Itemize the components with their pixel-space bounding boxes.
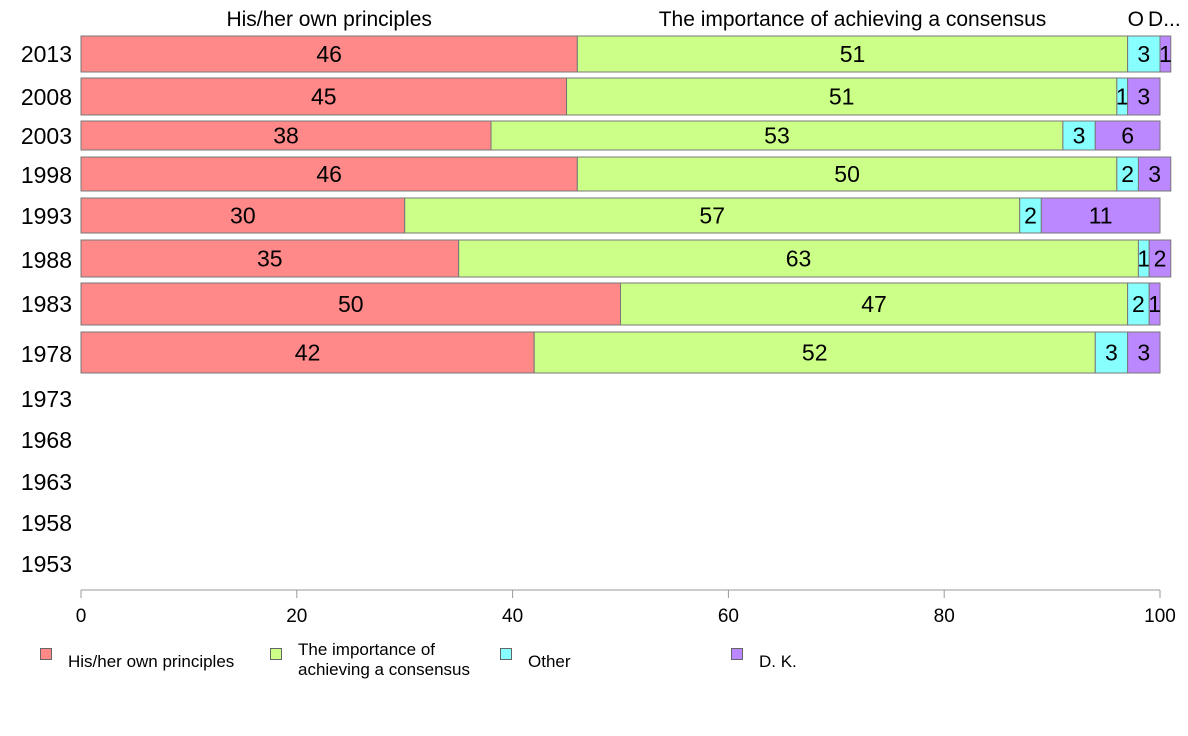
data-label: 6 [1121, 123, 1134, 149]
data-label: 1 [1116, 84, 1129, 110]
bar-segment [1094, 331, 1129, 374]
data-label: 57 [699, 203, 725, 229]
data-label: 3 [1137, 84, 1150, 110]
bar-segment [458, 239, 1139, 278]
data-label: 51 [829, 84, 855, 110]
y-tick-label: 1998 [21, 162, 72, 188]
bar-segment [80, 156, 578, 192]
data-label: 47 [861, 291, 887, 317]
column-header-3: O [1128, 8, 1144, 31]
y-tick-label: 1978 [21, 341, 72, 367]
data-label: 2 [1121, 161, 1134, 187]
data-label: 53 [764, 123, 790, 149]
bar-segment [566, 77, 1118, 116]
data-label: 2 [1132, 291, 1145, 317]
data-label: 45 [311, 84, 337, 110]
legend-label: Other [528, 652, 571, 671]
bar-segment [1127, 35, 1161, 73]
y-axis-labels: 2013 2008 2003 1998 1993 1988 1983 1978 1973 1968… [21, 41, 72, 577]
bar-segment [1062, 120, 1096, 151]
bar-segment [1094, 120, 1161, 151]
y-tick-label: 2003 [21, 123, 72, 149]
bar-segment [1148, 282, 1161, 326]
y-tick-label: 1993 [21, 203, 72, 229]
y-tick-label: 1958 [21, 510, 72, 536]
data-label: 52 [802, 340, 828, 366]
y-tick-label: 1963 [21, 469, 72, 495]
data-label: 3 [1137, 41, 1150, 67]
data-label: 1 [1137, 246, 1150, 272]
bar-segment [1127, 331, 1161, 374]
data-label: 46 [316, 161, 342, 187]
data-label: 3 [1148, 161, 1161, 187]
data-label: 50 [338, 291, 364, 317]
bar-segment [1137, 156, 1172, 192]
x-axis: 0 20 40 60 80 100 [76, 589, 1176, 627]
x-tick-label: 80 [934, 606, 955, 627]
y-tick-label: 1988 [21, 247, 72, 273]
data-label: 3 [1073, 123, 1086, 149]
legend-item-own-principles: His/her own principles [40, 640, 234, 672]
column-header-2: The importance of achieving a consensus [659, 8, 1047, 31]
data-label: 51 [840, 41, 866, 67]
bar-segment [1127, 77, 1161, 116]
data-label: 38 [273, 123, 299, 149]
y-tick-label: 2013 [21, 41, 72, 67]
data-label: 1 [1159, 41, 1172, 67]
y-tick-label: 2008 [21, 84, 72, 110]
data-label: 2 [1154, 246, 1167, 272]
data-label: 3 [1137, 340, 1150, 366]
legend-label: The importance of achieving a consensus [298, 640, 471, 679]
x-tick-label: 60 [718, 606, 739, 627]
column-header-4: D... [1148, 8, 1181, 31]
legend-swatch [270, 648, 282, 660]
bar-segment [576, 35, 1129, 73]
data-label: 1 [1148, 291, 1161, 317]
data-label: 46 [316, 41, 342, 67]
x-tick-label: 0 [76, 606, 87, 627]
data-label: 35 [257, 246, 283, 272]
legend: His/her own principles The importance of… [0, 640, 1188, 690]
bar-segment [80, 35, 578, 73]
legend-item-dk: D. K. [731, 640, 797, 672]
bar-segment [80, 120, 492, 151]
bar-segment [1040, 197, 1161, 234]
legend-swatch [500, 648, 512, 660]
bar-segment [1159, 35, 1172, 73]
bar-segment [620, 282, 1129, 326]
bar-segment [80, 282, 621, 326]
bar-segment [576, 156, 1118, 192]
legend-swatch [731, 648, 743, 660]
y-tick-label: 1973 [21, 386, 72, 412]
data-label: 30 [230, 203, 256, 229]
column-header-labels: His/her own principles The importance of … [226, 8, 1180, 31]
bar-segment [80, 239, 460, 278]
y-tick-label: 1968 [21, 427, 72, 453]
x-tick-label: 40 [502, 606, 523, 627]
bar-segment [490, 120, 1064, 151]
legend-label: D. K. [759, 652, 797, 671]
x-tick-label: 100 [1144, 606, 1176, 627]
data-label: 3 [1105, 340, 1118, 366]
x-tick-label: 20 [286, 606, 307, 627]
y-tick-label: 1983 [21, 291, 72, 317]
legend-item-other: Other [500, 640, 571, 672]
data-label: 63 [786, 246, 812, 272]
legend-item-consensus: The importance of achieving a consensus [270, 640, 470, 680]
bar-segment [1148, 239, 1172, 278]
bar-segment [80, 331, 535, 374]
legend-swatch [40, 648, 52, 660]
legend-label: His/her own principles [68, 652, 235, 671]
bar-segment [404, 197, 1021, 234]
data-label: 2 [1024, 203, 1037, 229]
bar-segment [533, 331, 1096, 374]
column-header-1: His/her own principles [226, 8, 431, 31]
data-label: 50 [834, 161, 860, 187]
data-label: 42 [295, 340, 321, 366]
y-tick-label: 1953 [21, 551, 72, 577]
bar-segment [80, 197, 406, 234]
data-label: 11 [1089, 203, 1113, 229]
